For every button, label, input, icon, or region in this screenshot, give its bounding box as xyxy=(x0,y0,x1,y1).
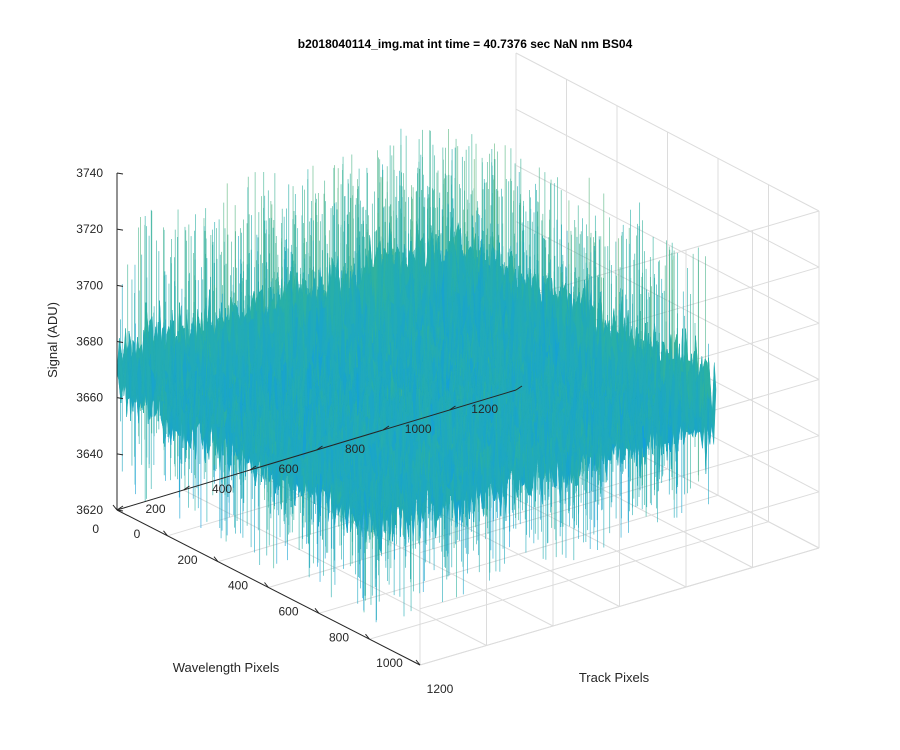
surface-plot: 3620364036603680370037203740020040060080… xyxy=(0,0,900,750)
